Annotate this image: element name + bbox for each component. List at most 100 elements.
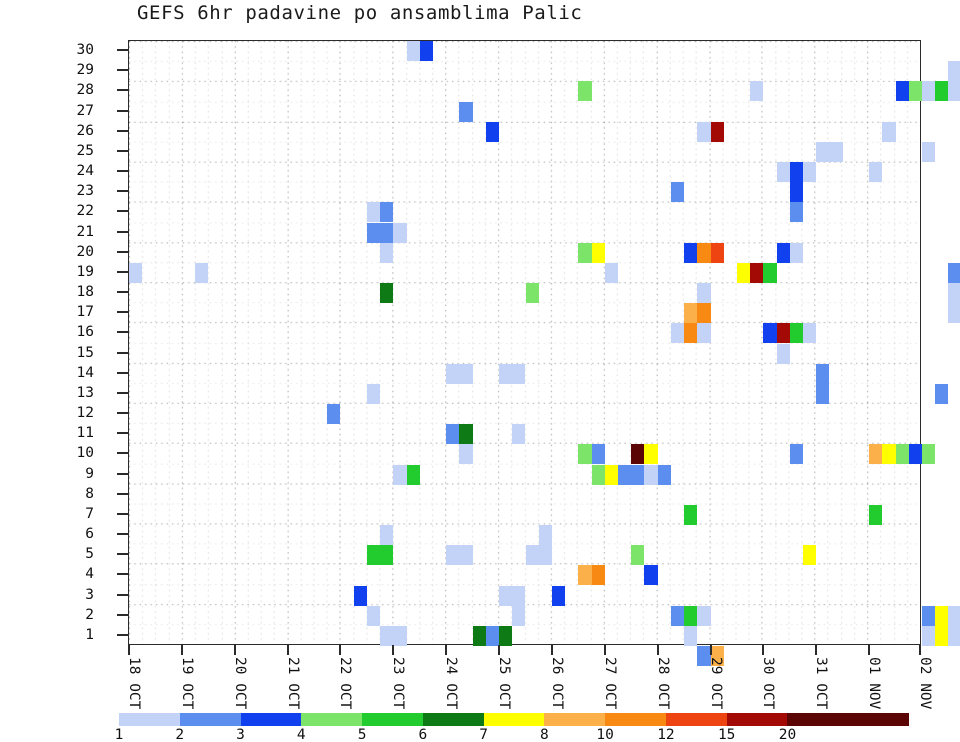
y-tick-mark	[117, 149, 128, 152]
y-tick-mark	[117, 190, 128, 193]
precip-cell	[366, 222, 394, 243]
y-tick-mark	[117, 291, 128, 294]
y-tick-label-27: 27	[76, 102, 94, 119]
precip-cell	[538, 525, 552, 546]
precip-cell	[578, 81, 592, 102]
colorbar-tick-3: 3	[236, 727, 245, 742]
x-tick-label-28-oct: 28 OCT	[654, 657, 671, 710]
precip-cell	[499, 625, 513, 646]
x-tick-mark	[445, 645, 448, 655]
precip-cell	[697, 323, 711, 344]
precip-cell	[393, 222, 407, 243]
precip-cell	[406, 41, 420, 62]
y-tick-mark	[117, 69, 128, 72]
x-tick-label-26-oct: 26 OCT	[548, 657, 565, 710]
precip-cell	[869, 444, 883, 465]
x-tick-mark	[709, 645, 712, 655]
y-tick-mark	[117, 170, 128, 173]
colorbar-tick-7: 7	[479, 727, 488, 742]
y-tick-label-12: 12	[76, 405, 94, 422]
colorbar-band	[422, 713, 484, 726]
y-tick-label-2: 2	[85, 606, 94, 623]
page-title: GEFS 6hr padavine po ansamblima Palic	[137, 2, 583, 24]
precip-cell	[922, 81, 936, 102]
y-tick-label-9: 9	[85, 465, 94, 482]
precip-cell	[670, 605, 685, 626]
y-tick-label-21: 21	[76, 223, 94, 240]
x-tick-mark	[128, 645, 130, 655]
colorbar-band	[605, 713, 666, 726]
precip-cell	[366, 545, 394, 566]
precip-cell	[922, 141, 936, 162]
x-tick-label-02-nov: 02 NOV	[917, 657, 933, 710]
precip-cell	[895, 81, 909, 102]
y-tick-label-5: 5	[85, 546, 94, 563]
colorbar-band	[665, 713, 727, 726]
precip-cell	[948, 81, 960, 102]
y-tick-mark	[117, 452, 128, 455]
colorbar-band	[483, 713, 545, 726]
precip-cell	[380, 525, 394, 546]
colorbar-tick-2: 2	[175, 727, 185, 742]
precip-cell	[922, 605, 936, 626]
precip-cell	[380, 283, 394, 304]
x-tick-mark	[392, 645, 395, 655]
colorbar-gradient	[119, 713, 909, 726]
colorbar-tick-4: 4	[296, 727, 306, 742]
y-tick-label-29: 29	[76, 62, 94, 79]
x-tick-mark	[868, 645, 871, 655]
precip-cell	[697, 646, 711, 667]
y-tick-mark	[117, 230, 128, 233]
colorbar-tick-15: 15	[717, 727, 736, 742]
x-tick-mark	[656, 645, 659, 655]
precip-cell	[195, 262, 209, 283]
y-tick-label-23: 23	[76, 183, 94, 200]
x-tick-label-25-oct: 25 OCT	[496, 657, 513, 710]
precip-cell	[789, 444, 804, 465]
precip-cell	[604, 464, 618, 485]
x-tick-label-21-oct: 21 OCT	[284, 657, 301, 710]
y-tick-label-22: 22	[76, 203, 94, 220]
precip-cell	[499, 363, 526, 384]
precip-cell	[710, 121, 724, 142]
x-tick-mark	[498, 645, 501, 655]
x-tick-label-24-oct: 24 OCT	[443, 657, 460, 710]
y-tick-label-24: 24	[76, 163, 94, 180]
precip-cell	[380, 625, 407, 646]
y-axis: 30 29 28 27 26 25 24 23 22 21 20 19 18 17 16 15 14 13 12 11…	[0, 40, 128, 645]
precip-cell	[908, 444, 922, 465]
colorbar-band	[179, 713, 241, 726]
x-tick-label-20-oct: 20 OCT	[231, 657, 248, 710]
precip-cell	[895, 444, 909, 465]
colorbar-band	[726, 713, 788, 726]
precip-cell	[684, 625, 698, 646]
precip-cell	[908, 81, 922, 102]
y-tick-mark	[117, 593, 128, 596]
x-tick-mark	[815, 645, 818, 655]
x-tick-mark	[233, 645, 236, 655]
precip-cell	[578, 242, 592, 263]
precip-cell	[948, 61, 960, 82]
precip-cell	[657, 464, 671, 485]
precip-cell	[485, 121, 500, 142]
colorbar-tick-8: 8	[540, 727, 549, 742]
y-tick-mark	[117, 250, 128, 253]
x-tick-label-18-oct: 18 OCT	[126, 657, 142, 710]
x-tick-mark	[286, 645, 289, 655]
y-tick-mark	[117, 391, 128, 394]
y-tick-label-16: 16	[76, 324, 94, 341]
colorbar-band	[119, 713, 180, 726]
precip-cell	[803, 545, 817, 566]
precip-cell	[525, 545, 552, 566]
x-tick-label-27-oct: 27 OCT	[601, 657, 618, 710]
colorbar-tick-20: 20	[778, 727, 797, 742]
precip-cell	[922, 444, 936, 465]
y-tick-mark	[117, 633, 128, 636]
y-tick-label-1: 1	[85, 626, 94, 643]
precip-cell	[763, 262, 777, 283]
y-tick-label-6: 6	[85, 526, 94, 543]
y-tick-mark	[117, 432, 128, 435]
precip-cell	[644, 565, 658, 586]
precip-cell	[512, 585, 526, 606]
